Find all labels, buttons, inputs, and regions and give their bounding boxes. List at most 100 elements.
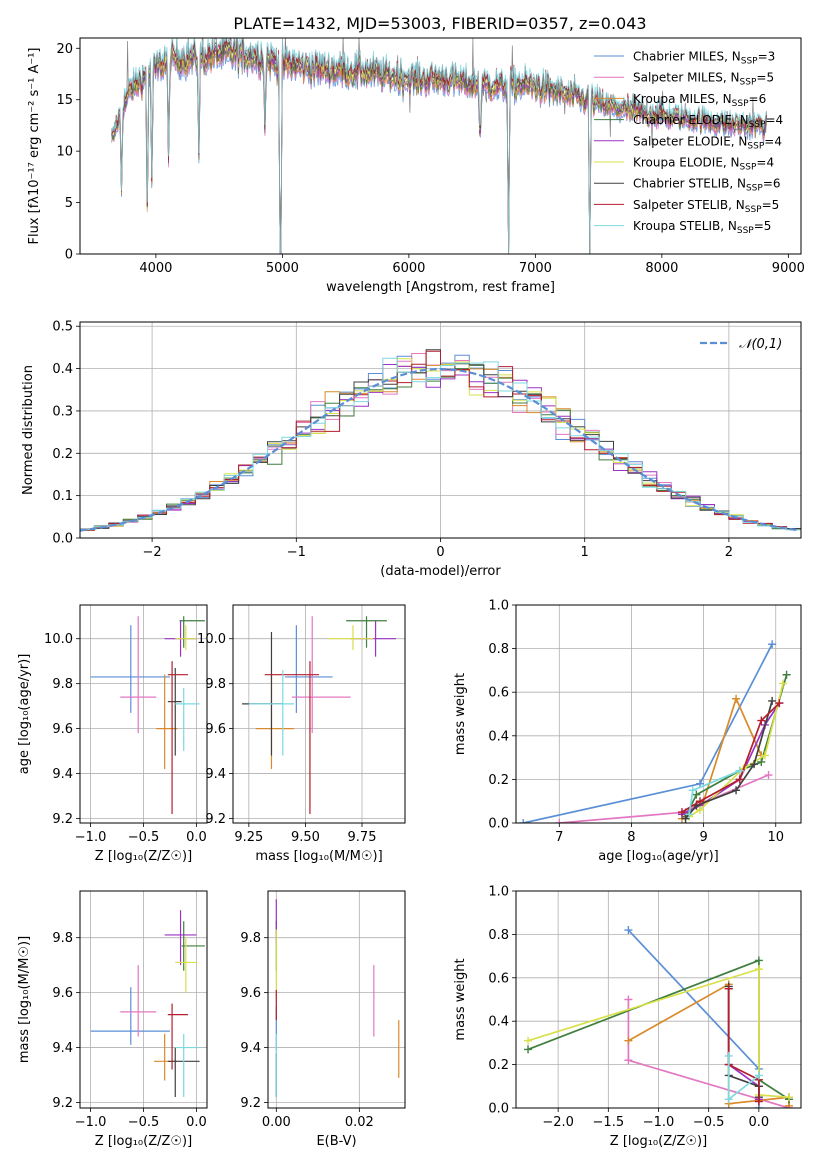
- error-bar-point: [175, 625, 197, 650]
- y-tick-label: 15: [56, 93, 73, 108]
- mass-weight-vs-metallicity-panel: −2.0 −1.5 −1.0 −0.5 0.0 0.0 0.2 0.4 0.6 0.8 1.0 Z […: [453, 885, 802, 1149]
- x-tick-label: 0.02: [345, 1115, 374, 1130]
- y-tick-label: 9.4: [240, 1041, 261, 1056]
- y-axis-label: mass weight: [453, 673, 468, 755]
- mass-weight-marker: [754, 1071, 763, 1080]
- legend-label-name: Chabrier STELIB, N: [633, 177, 746, 191]
- mass-weight-marker: [782, 670, 791, 679]
- y-tick-label: 0: [65, 248, 73, 263]
- y-tick-label: 1.0: [488, 599, 509, 614]
- y-tick-label: 9.4: [205, 767, 226, 782]
- x-tick-label: −2.0: [542, 1115, 574, 1130]
- y-axis-label: Flux [fλ10⁻¹⁷ erg cm⁻² s⁻¹ A⁻¹]: [27, 48, 42, 245]
- mass-weight-marker: [754, 956, 763, 965]
- mass-weight-marker: [624, 926, 633, 935]
- normal-distribution-curve: [80, 367, 799, 532]
- x-tick-label: −0.5: [128, 830, 160, 845]
- legend-label: Kroupa MILES, NSSP=6: [633, 92, 766, 109]
- legend-label-subscript: SSP: [740, 163, 757, 173]
- mass-weight-marker: [735, 775, 744, 784]
- mass-weight-marker: [735, 766, 744, 775]
- x-tick-label: 7: [555, 830, 563, 845]
- error-bar-point: [120, 965, 157, 1037]
- mass-weight-marker: [624, 1036, 633, 1045]
- y-tick-label: 0.0: [52, 532, 73, 547]
- residuals-panel: −2 −1 0 1 2 0.0 0.1 0.2 0.3 0.4 0.5 (data-model)/er…: [21, 320, 802, 579]
- x-tick-label: −0.5: [693, 1115, 725, 1130]
- plot-area: [80, 349, 801, 532]
- mass-weight-marker: [624, 1056, 633, 1065]
- x-tick-label: 5000: [266, 261, 299, 276]
- mass-weight-marker: [724, 984, 733, 993]
- mass-weight-marker: [519, 819, 528, 823]
- error-bar-point: [175, 1033, 200, 1098]
- y-tick-label: 0.0: [488, 1102, 509, 1117]
- x-tick-label: 4000: [139, 261, 172, 276]
- x-tick-label: 9.25: [234, 830, 263, 845]
- x-tick-label: 8: [627, 830, 635, 845]
- mass-weight-marker: [757, 757, 766, 766]
- x-tick-label: −1: [287, 545, 306, 560]
- legend-label-value: =4: [756, 156, 774, 170]
- error-bar-point: [242, 631, 283, 756]
- x-tick-label: −1.0: [75, 830, 107, 845]
- legend-label-subscript: SSP: [747, 141, 764, 151]
- x-tick-label: 9.75: [348, 830, 377, 845]
- axes-frame: [232, 604, 406, 824]
- y-tick-label: 0.8: [488, 928, 509, 943]
- mass-weight-line: [523, 643, 773, 823]
- y-tick-label: 20: [56, 42, 73, 57]
- error-bar-point: [167, 1003, 188, 1070]
- error-bar-point: [328, 625, 374, 650]
- mass-weight-marker: [677, 808, 686, 817]
- residual-histogram: [80, 364, 801, 530]
- y-tick-label: 9.6: [52, 722, 73, 737]
- legend-label-subscript: SSP: [740, 78, 757, 88]
- x-tick-label: 1: [581, 545, 589, 560]
- y-axis-label: mass weight: [453, 958, 468, 1040]
- x-tick-label: 0.0: [186, 830, 207, 845]
- legend-label-subscript: SSP: [745, 205, 762, 215]
- y-tick-label: 9.6: [52, 986, 73, 1001]
- legend-label: Salpeter ELODIE, NSSP=4: [633, 134, 782, 151]
- mass-weight-marker: [768, 640, 777, 649]
- x-tick-label: −2: [143, 545, 162, 560]
- x-axis-label: wavelength [Angstrom, rest frame]: [326, 280, 555, 295]
- mass-weight-marker: [681, 814, 690, 823]
- y-tick-label: 0.2: [52, 447, 73, 462]
- y-tick-label: 10: [56, 145, 73, 160]
- error-bar-point: [179, 616, 205, 648]
- legend-label: 𝒩(0,1): [739, 337, 782, 352]
- y-tick-label: 0.6: [488, 686, 509, 701]
- x-tick-label: 2: [725, 545, 733, 560]
- legend-label-name: Kroupa MILES, N: [633, 92, 732, 106]
- y-tick-label: 0.0: [488, 817, 509, 832]
- mass-weight-marker: [754, 965, 763, 974]
- residual-histogram: [80, 350, 801, 531]
- axes-frame: [79, 321, 802, 539]
- legend-label: Kroupa STELIB, NSSP=5: [633, 219, 771, 236]
- x-tick-label: −1.0: [643, 1115, 675, 1130]
- y-tick-label: 9.8: [205, 677, 226, 692]
- y-tick-label: 1.0: [488, 885, 509, 900]
- legend-label-value: =6: [749, 92, 767, 106]
- legend-label-value: =4: [765, 113, 783, 127]
- mass-weight-marker: [757, 716, 766, 725]
- y-tick-label: 5: [65, 196, 73, 211]
- x-tick-label: 10: [767, 830, 784, 845]
- mass-weight-marker: [778, 679, 787, 688]
- y-axis-label: age [log₁₀(age/yr)]: [17, 654, 32, 775]
- y-tick-label: 0.4: [52, 362, 73, 377]
- y-tick-label: 9.2: [52, 812, 73, 827]
- mass-weight-line: [559, 774, 769, 823]
- x-axis-label: Z [log₁₀(Z/Z☉)]: [610, 1134, 707, 1149]
- x-axis-label: (data-model)/error: [380, 564, 501, 579]
- mass-weight-line: [727, 988, 760, 1100]
- plot-area: [519, 640, 791, 823]
- legend-label-name: Salpeter ELODIE, N: [633, 134, 747, 148]
- mass-vs-metallicity-panel: −1.0 −0.5 0.0 9.2 9.4 9.6 9.8 Z [log₁₀(Z/Z☉)] ma…: [17, 890, 208, 1149]
- y-tick-label: 0.5: [52, 320, 73, 335]
- mass-weight-marker: [775, 699, 784, 708]
- y-tick-label: 0.3: [52, 404, 73, 419]
- y-tick-label: 9.4: [52, 1041, 73, 1056]
